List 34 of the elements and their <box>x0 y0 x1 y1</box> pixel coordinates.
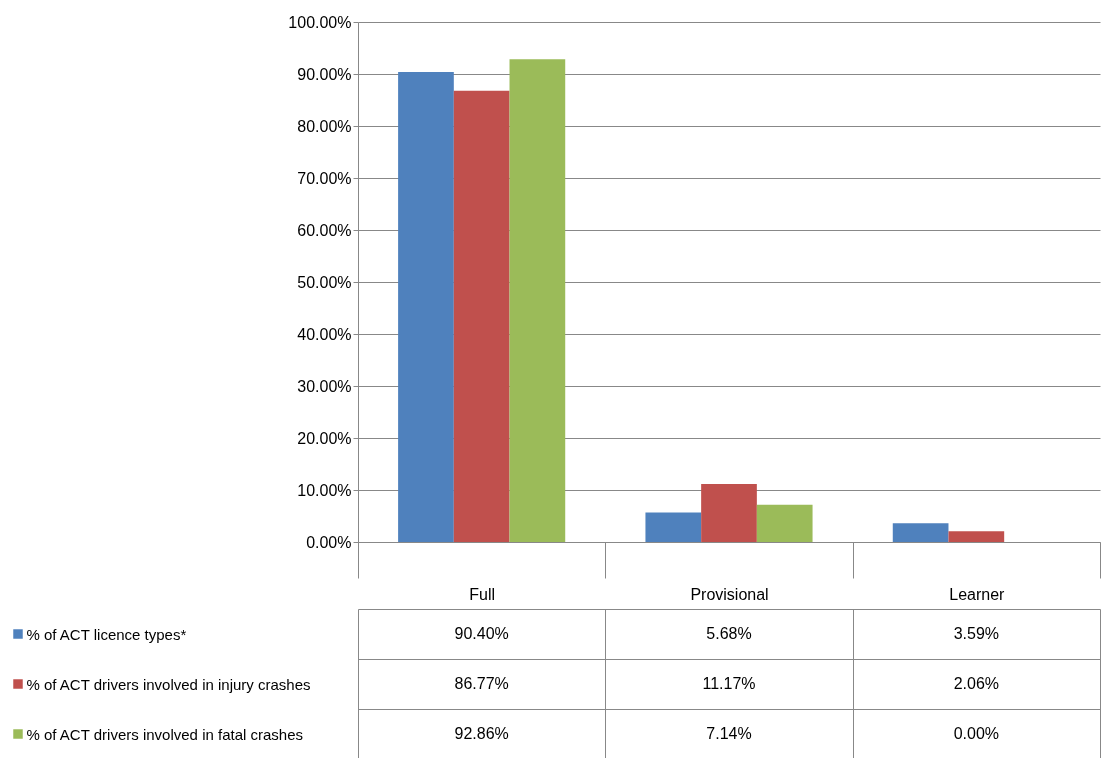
y-tick-label: 0.00% <box>306 533 352 551</box>
data-label: 7.14% <box>706 725 752 742</box>
y-tick-label: 50.00% <box>297 273 352 291</box>
data-label: 0.00% <box>953 725 1000 742</box>
y-tick-label: 90.00% <box>297 65 352 83</box>
x-tick-label: Full <box>469 585 496 603</box>
data-label: 3.59% <box>953 625 1000 642</box>
bar <box>892 523 949 542</box>
data-label: 92.86% <box>454 725 509 742</box>
data-label: 2.06% <box>953 675 1000 692</box>
y-tick-label: 70.00% <box>297 169 352 187</box>
y-tick-label: 60.00% <box>297 221 352 239</box>
bar <box>645 512 702 542</box>
y-tick-label: 20.00% <box>297 429 352 447</box>
x-tick-label: Provisional <box>690 585 769 603</box>
bar <box>701 483 757 542</box>
bar <box>509 59 566 542</box>
y-tick-label: 30.00% <box>297 377 352 395</box>
bar <box>948 531 1005 542</box>
x-tick-label: Learner <box>949 585 1006 603</box>
data-label: 86.77% <box>454 675 509 692</box>
bar <box>453 90 510 542</box>
y-tick-label: 10.00% <box>297 481 352 499</box>
legend-label: % of ACT drivers involved in fatal crashes <box>26 725 304 743</box>
y-tick-label: 40.00% <box>297 325 352 343</box>
legend-label: % of ACT drivers involved in injury crashes <box>26 675 311 693</box>
y-tick-label: 80.00% <box>297 117 352 135</box>
data-label: 11.17% <box>702 675 756 692</box>
data-label: 5.68% <box>706 625 752 642</box>
bar <box>398 71 454 542</box>
data-label: 90.40% <box>454 625 509 642</box>
legend-label: % of ACT licence types* <box>26 625 187 643</box>
y-tick-label: 100.00% <box>288 13 352 31</box>
bar <box>756 504 813 542</box>
